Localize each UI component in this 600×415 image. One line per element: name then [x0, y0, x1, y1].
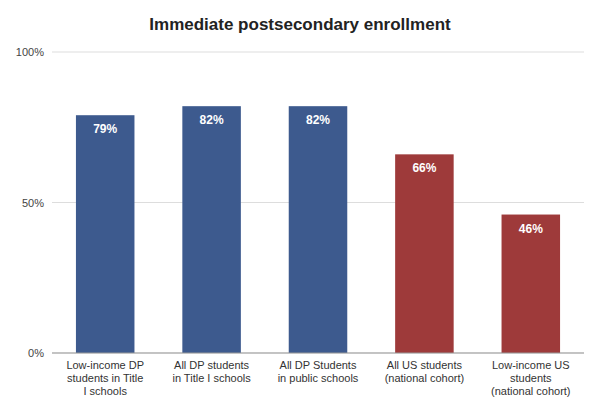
chart-container: Immediate postsecondary enrollment 0% 50% 1…: [0, 0, 600, 415]
grid: [52, 52, 584, 353]
bar: [76, 115, 135, 353]
data-label: 79%: [93, 122, 117, 136]
x-tick-label: All US students(national cohort): [385, 359, 465, 384]
bars: [76, 106, 560, 353]
x-tick-label: All DP Studentsin public schools: [278, 359, 359, 384]
chart-title: Immediate postsecondary enrollment: [149, 15, 451, 34]
chart-svg: Immediate postsecondary enrollment 0% 50% 1…: [0, 0, 600, 415]
data-label: 46%: [519, 222, 543, 236]
grid-line: [52, 52, 584, 53]
grid-line: [52, 353, 584, 354]
bar: [502, 215, 561, 353]
bar: [395, 154, 454, 353]
bar: [182, 106, 241, 353]
x-tick-label: Low-income USstudents(national cohort): [491, 359, 571, 397]
data-label: 66%: [412, 161, 436, 175]
data-label: 82%: [306, 113, 330, 127]
x-tick-label: Low-income DPstudents in TitleI schools: [66, 359, 144, 397]
x-tick-label: All DP studentsin Title I schools: [172, 359, 251, 384]
y-tick-label: 50%: [22, 197, 44, 209]
data-label: 82%: [200, 113, 224, 127]
y-tick-label: 100%: [16, 46, 44, 58]
y-tick-label: 0%: [28, 347, 44, 359]
x-axis-line: [52, 353, 584, 354]
bar: [289, 106, 348, 353]
